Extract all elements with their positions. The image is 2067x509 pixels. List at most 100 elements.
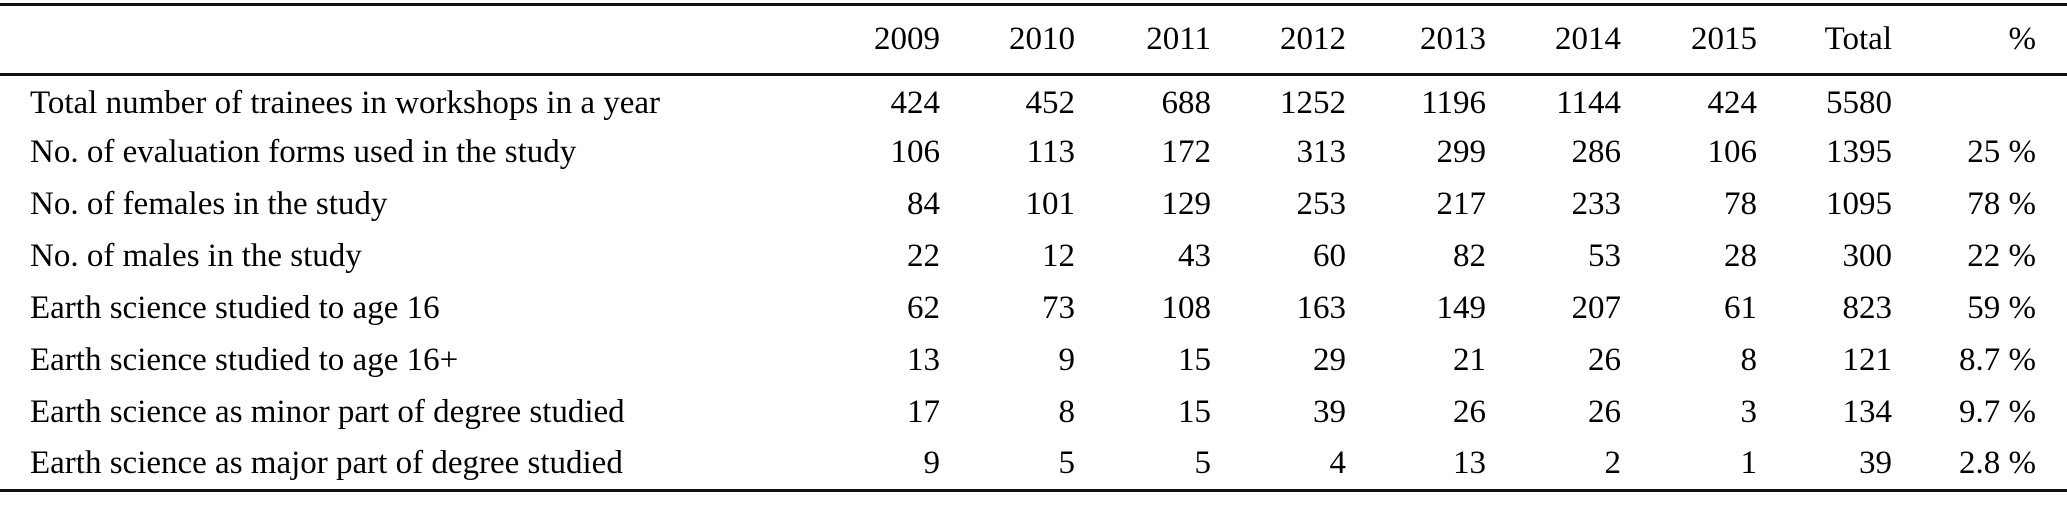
cell-value: 172 [1161, 134, 1212, 170]
cell-value: 108 [1161, 290, 1212, 326]
cell-value: 106 [1707, 134, 1758, 170]
cell-value: 73 [1042, 290, 1075, 326]
row-label: Earth science studied to age 16 [30, 290, 440, 326]
column-header-2013: 2013 [1346, 4, 1486, 76]
cell-value: 149 [1436, 290, 1487, 326]
table-row: No. of females in the study 84 101 129 253 21… [0, 179, 2067, 231]
column-header-2009: 2009 [805, 4, 940, 76]
cell-value: 8 [1740, 342, 1758, 378]
cell-percent [1892, 75, 2067, 127]
cell-value: 26 [1453, 394, 1486, 430]
cell-value: 5580 [1826, 84, 1892, 121]
cell-value: 1252 [1280, 84, 1346, 121]
cell-value: 5 [1194, 445, 1212, 482]
column-header-2011: 2011 [1075, 4, 1211, 76]
row-label: Earth science as major part of degree st… [30, 445, 623, 482]
row-label: No. of evaluation forms used in the stud… [30, 134, 577, 170]
cell-percent: 9.7 % [1959, 394, 2036, 430]
cell-value: 121 [1842, 342, 1893, 378]
table-row: Earth science studied to age 16 62 73 108 16… [0, 283, 2067, 335]
column-header-2015: 2015 [1621, 4, 1757, 76]
cell-value: 134 [1842, 394, 1893, 430]
header-row: 2009 2010 2011 2012 2013 2014 2015 Total% [0, 4, 2067, 76]
cell-value: 5 [1058, 445, 1076, 482]
cell-value: 43 [1178, 238, 1211, 274]
column-header-2014: 2014 [1486, 4, 1621, 76]
row-label: Earth science as minor part of degree st… [30, 394, 625, 430]
cell-value: 29 [1313, 342, 1346, 378]
cell-value: 82 [1453, 238, 1486, 274]
cell-value: 300 [1842, 238, 1893, 274]
table-row: Earth science as major part of degree st… [0, 439, 2067, 491]
column-header-total: Total [1757, 4, 1892, 76]
cell-value: 688 [1161, 84, 1212, 121]
table-row: No. of evaluation forms used in the stud… [0, 127, 2067, 179]
cell-value: 1196 [1421, 84, 1486, 121]
cell-value: 1 [1740, 445, 1758, 482]
cell-value: 39 [1859, 445, 1892, 482]
cell-value: 26 [1588, 342, 1621, 378]
cell-value: 15 [1178, 342, 1211, 378]
trainee-statistics-table: 2009 2010 2011 2012 2013 2014 2015 Total% Total… [0, 3, 2067, 492]
row-label: Total number of trainees in workshops in… [30, 84, 661, 121]
row-label: Earth science studied to age 16+ [30, 342, 459, 378]
column-header-2012: 2012 [1211, 4, 1346, 76]
cell-value: 1144 [1556, 84, 1621, 121]
cell-value: 13 [1453, 445, 1486, 482]
cell-percent: 25 % [1967, 134, 2036, 170]
cell-value: 101 [1025, 186, 1076, 222]
cell-percent: 8.7 % [1959, 342, 2036, 378]
cell-value: 12 [1042, 238, 1075, 274]
cell-value: 61 [1724, 290, 1757, 326]
table-row: Earth science studied to age 16+ 13 9 15 29 2… [0, 335, 2067, 387]
table-row: No. of males in the study 22 12 43 60 82 53 28 3… [0, 231, 2067, 283]
table-row: Earth science as minor part of degree st… [0, 387, 2067, 439]
column-header-percent: % [1892, 4, 2067, 76]
cell-value: 13 [907, 342, 940, 378]
cell-value: 424 [890, 84, 941, 121]
cell-value: 207 [1571, 290, 1622, 326]
cell-value: 106 [890, 134, 941, 170]
cell-value: 3 [1740, 394, 1758, 430]
cell-value: 452 [1025, 84, 1076, 121]
cell-value: 1395 [1826, 134, 1892, 170]
cell-percent: 22 % [1967, 238, 2036, 274]
cell-value: 78 [1724, 186, 1757, 222]
row-label: No. of females in the study [30, 186, 388, 222]
cell-value: 163 [1296, 290, 1347, 326]
cell-value: 313 [1296, 134, 1347, 170]
cell-value: 299 [1436, 134, 1487, 170]
cell-value: 253 [1296, 186, 1347, 222]
cell-percent: 2.8 % [1959, 445, 2036, 482]
cell-value: 823 [1842, 290, 1893, 326]
cell-value: 26 [1588, 394, 1621, 430]
cell-value: 15 [1178, 394, 1211, 430]
cell-value: 53 [1588, 238, 1621, 274]
column-header-2010: 2010 [940, 4, 1075, 76]
cell-percent: 78 % [1967, 186, 2036, 222]
cell-value: 1095 [1826, 186, 1892, 222]
table-row: Total number of trainees in workshops in… [0, 75, 2067, 127]
cell-value: 424 [1707, 84, 1758, 121]
cell-value: 60 [1313, 238, 1346, 274]
cell-value: 129 [1161, 186, 1212, 222]
cell-value: 17 [907, 394, 940, 430]
cell-value: 62 [907, 290, 940, 326]
cell-value: 2 [1604, 445, 1622, 482]
cell-value: 84 [907, 186, 940, 222]
table-body: Total number of trainees in workshops in… [0, 75, 2067, 491]
cell-value: 39 [1313, 394, 1346, 430]
cell-value: 286 [1571, 134, 1622, 170]
cell-value: 4 [1329, 445, 1347, 482]
cell-value: 28 [1724, 238, 1757, 274]
row-label: No. of males in the study [30, 238, 362, 274]
cell-percent: 59 % [1967, 290, 2036, 326]
cell-value: 9 [1058, 342, 1076, 378]
row-label-header [0, 4, 805, 76]
cell-value: 9 [923, 445, 941, 482]
cell-value: 233 [1571, 186, 1622, 222]
cell-value: 113 [1026, 134, 1075, 170]
cell-value: 8 [1058, 394, 1076, 430]
cell-value: 217 [1436, 186, 1487, 222]
cell-value: 21 [1453, 342, 1486, 378]
